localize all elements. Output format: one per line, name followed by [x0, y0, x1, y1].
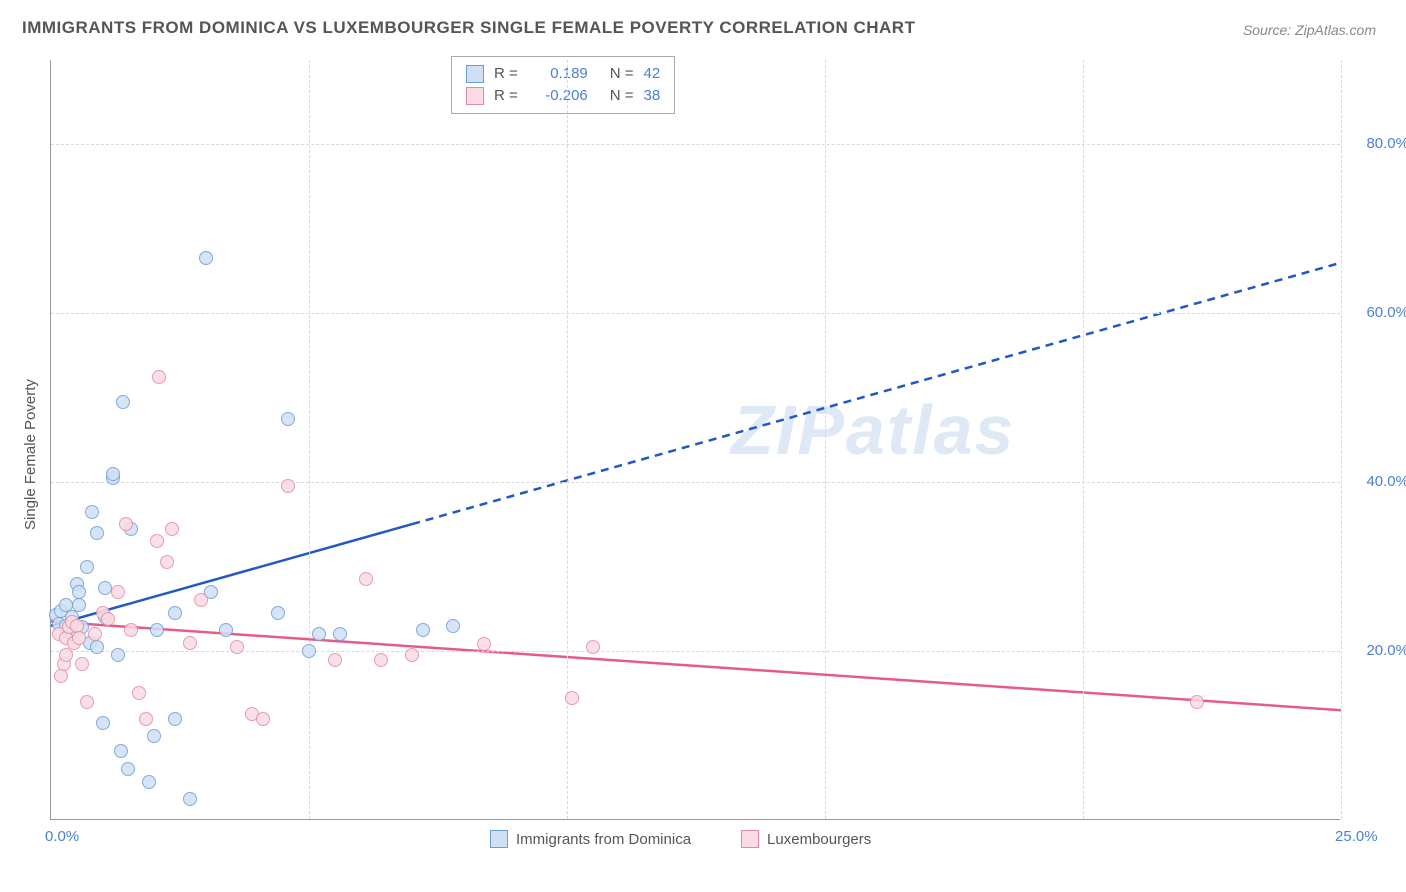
data-point — [281, 479, 295, 493]
data-point — [312, 627, 326, 641]
data-point — [90, 640, 104, 654]
y-tick-label: 60.0% — [1349, 304, 1406, 321]
data-point — [183, 636, 197, 650]
data-point — [168, 712, 182, 726]
data-point — [199, 251, 213, 265]
data-point — [230, 640, 244, 654]
correlation-row-1: R = 0.189 N = 42 — [466, 63, 660, 85]
data-point — [405, 648, 419, 662]
swatch-series-2 — [466, 87, 484, 105]
data-point — [59, 648, 73, 662]
watermark-text: ZIPatlas — [731, 390, 1015, 470]
swatch-series-1 — [490, 830, 508, 848]
data-point — [152, 370, 166, 384]
data-point — [1190, 695, 1204, 709]
data-point — [116, 395, 130, 409]
data-point — [142, 775, 156, 789]
data-point — [165, 522, 179, 536]
y-tick-label: 80.0% — [1349, 135, 1406, 152]
correlation-row-2: R = -0.206 N = 38 — [466, 85, 660, 107]
data-point — [359, 572, 373, 586]
data-point — [150, 534, 164, 548]
legend-item-2: Luxembourgers — [741, 830, 871, 848]
data-point — [119, 517, 133, 531]
data-point — [271, 606, 285, 620]
data-point — [54, 669, 68, 683]
r-value-2: -0.206 — [528, 85, 588, 107]
n-label: N = — [610, 85, 634, 107]
data-point — [328, 653, 342, 667]
r-label: R = — [494, 85, 518, 107]
y-tick-label: 20.0% — [1349, 642, 1406, 659]
data-point — [121, 762, 135, 776]
chart-plot-area: ZIPatlas R = 0.189 N = 42 R = -0.206 N =… — [50, 60, 1340, 820]
data-point — [586, 640, 600, 654]
n-label: N = — [610, 63, 634, 85]
r-value-1: 0.189 — [528, 63, 588, 85]
trend-lines-layer — [51, 60, 1341, 820]
data-point — [75, 657, 89, 671]
data-point — [333, 627, 347, 641]
legend-label-2: Luxembourgers — [767, 831, 871, 848]
y-tick-label: 40.0% — [1349, 473, 1406, 490]
data-point — [114, 744, 128, 758]
legend-label-1: Immigrants from Dominica — [516, 831, 691, 848]
data-point — [72, 598, 86, 612]
data-point — [96, 716, 110, 730]
data-point — [98, 581, 112, 595]
data-point — [256, 712, 270, 726]
data-point — [302, 644, 316, 658]
series-legend: Immigrants from Dominica Luxembourgers — [490, 830, 871, 848]
data-point — [88, 627, 102, 641]
data-point — [139, 712, 153, 726]
data-point — [160, 555, 174, 569]
data-point — [80, 560, 94, 574]
r-label: R = — [494, 63, 518, 85]
data-point — [72, 585, 86, 599]
data-point — [565, 691, 579, 705]
swatch-series-2 — [741, 830, 759, 848]
swatch-series-1 — [466, 65, 484, 83]
data-point — [124, 623, 138, 637]
data-point — [101, 612, 115, 626]
x-tick-label: 0.0% — [45, 828, 79, 845]
data-point — [111, 648, 125, 662]
data-point — [80, 695, 94, 709]
data-point — [85, 505, 99, 519]
data-point — [72, 631, 86, 645]
data-point — [477, 637, 491, 651]
data-point — [147, 729, 161, 743]
data-point — [194, 593, 208, 607]
data-point — [416, 623, 430, 637]
data-point — [183, 792, 197, 806]
data-point — [106, 467, 120, 481]
legend-item-1: Immigrants from Dominica — [490, 830, 691, 848]
source-credit: Source: ZipAtlas.com — [1243, 22, 1376, 38]
data-point — [90, 526, 104, 540]
x-tick-label: 25.0% — [1335, 828, 1378, 845]
data-point — [150, 623, 164, 637]
data-point — [374, 653, 388, 667]
data-point — [281, 412, 295, 426]
n-value-1: 42 — [644, 63, 661, 85]
n-value-2: 38 — [644, 85, 661, 107]
data-point — [219, 623, 233, 637]
correlation-legend: R = 0.189 N = 42 R = -0.206 N = 38 — [451, 56, 675, 114]
chart-title: IMMIGRANTS FROM DOMINICA VS LUXEMBOURGER… — [22, 18, 915, 38]
data-point — [446, 619, 460, 633]
y-axis-label: Single Female Poverty — [22, 379, 39, 530]
data-point — [168, 606, 182, 620]
data-point — [111, 585, 125, 599]
data-point — [132, 686, 146, 700]
